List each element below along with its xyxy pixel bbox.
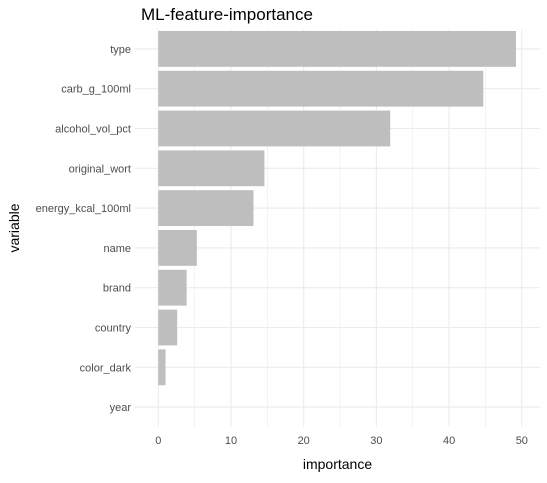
y-tick-label: original_wort	[69, 163, 131, 175]
y-tick-label: country	[95, 323, 132, 335]
x-axis-title: importance	[303, 456, 372, 472]
x-tick-label: 40	[443, 435, 455, 447]
bar-brand	[158, 269, 187, 306]
y-axis-title: variable	[6, 203, 22, 252]
y-tick-label: brand	[103, 283, 131, 295]
bar-original_wort	[158, 150, 265, 187]
bar-alcohol_vol_pct	[158, 110, 391, 147]
x-tick-label: 50	[516, 435, 528, 447]
x-tick-label: 30	[370, 435, 382, 447]
bar-energy_kcal_100ml	[158, 190, 254, 227]
x-tick-label: 10	[225, 435, 237, 447]
bar-carb_g_100ml	[158, 70, 484, 107]
y-tick-label: carb_g_100ml	[61, 84, 131, 96]
y-tick-label: name	[103, 243, 131, 255]
x-tick-label: 0	[155, 435, 161, 447]
bar-type	[158, 30, 517, 67]
bar-color_dark	[158, 349, 166, 386]
y-tick-label: type	[110, 44, 131, 56]
bar-name	[158, 229, 197, 266]
y-tick-label: alcohol_vol_pct	[55, 124, 131, 136]
y-tick-label: energy_kcal_100ml	[36, 203, 131, 215]
x-tick-label: 20	[298, 435, 310, 447]
y-tick-label: year	[110, 402, 132, 414]
bar-country	[158, 309, 178, 346]
chart-title: ML-feature-importance	[141, 5, 313, 24]
y-tick-label: color_dark	[80, 362, 132, 374]
